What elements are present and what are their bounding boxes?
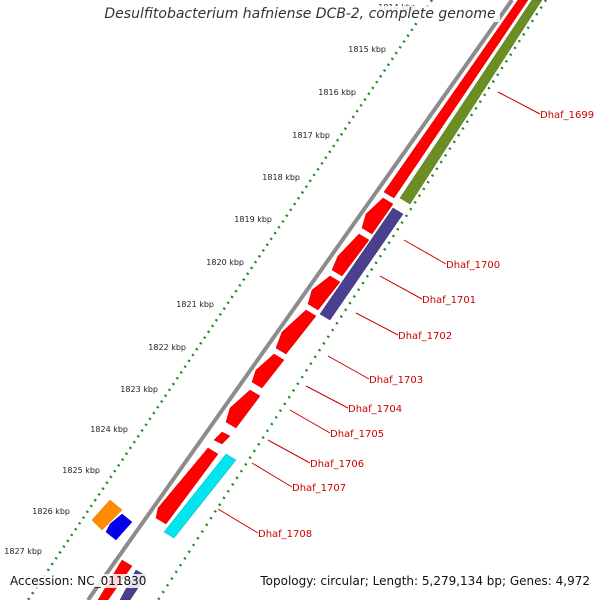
gene-label[interactable]: Dhaf_1707 bbox=[292, 483, 346, 494]
kbp-tick-label: 1821 kbp bbox=[176, 300, 214, 309]
gene-label-leader bbox=[267, 439, 311, 464]
gene-feature[interactable] bbox=[319, 207, 404, 321]
gene-feature[interactable] bbox=[91, 499, 123, 531]
kbp-tick-label: 1823 kbp bbox=[120, 385, 158, 394]
kbp-tick-label: 1816 kbp bbox=[318, 88, 356, 97]
gene-label[interactable]: Dhaf_1706 bbox=[310, 459, 364, 470]
gene-label-leader bbox=[497, 91, 541, 115]
gene-label-leader bbox=[217, 508, 259, 534]
gene-feature[interactable] bbox=[251, 353, 285, 389]
gene-label[interactable]: Dhaf_1704 bbox=[348, 404, 402, 415]
gene-label[interactable]: Dhaf_1699 bbox=[540, 110, 594, 121]
gene-label-leader bbox=[289, 409, 331, 434]
gene-label[interactable]: Dhaf_1701 bbox=[422, 295, 476, 306]
gene-label[interactable]: Dhaf_1705 bbox=[330, 429, 384, 440]
gene-feature[interactable] bbox=[213, 431, 231, 445]
gene-label[interactable]: Dhaf_1700 bbox=[446, 260, 500, 271]
genome-backbone bbox=[86, 0, 514, 600]
map-title: Desulfitobacterium hafniense DCB-2, comp… bbox=[0, 6, 600, 22]
gene-label-leader bbox=[379, 275, 423, 300]
kbp-tick-label: 1827 kbp bbox=[4, 547, 42, 556]
gene-label-leader bbox=[327, 355, 370, 380]
gene-label-leader bbox=[403, 239, 447, 265]
gene-label-leader bbox=[305, 385, 349, 409]
gene-feature[interactable] bbox=[275, 309, 317, 355]
kbp-tick-label: 1822 kbp bbox=[148, 343, 186, 352]
kbp-tick-label: 1824 kbp bbox=[90, 425, 128, 434]
gene-feature[interactable] bbox=[307, 275, 341, 311]
gene-feature[interactable] bbox=[399, 0, 543, 205]
gene-label[interactable]: Dhaf_1703 bbox=[369, 375, 423, 386]
gene-label-group: Dhaf_1699 Dhaf_1700 Dhaf_1701 Dhaf_1702 Dhaf… bbox=[217, 91, 594, 540]
gene-feature[interactable] bbox=[105, 513, 133, 541]
kbp-tick-label: 1817 kbp bbox=[292, 131, 330, 140]
gene-feature[interactable] bbox=[361, 197, 394, 235]
gene-label-leader bbox=[355, 312, 399, 336]
kbp-tick-label: 1815 kbp bbox=[348, 45, 386, 54]
accession-text: Accession: NC_011830 bbox=[8, 574, 149, 588]
kbp-tick-label: 1818 kbp bbox=[262, 173, 300, 182]
gene-feature[interactable] bbox=[163, 453, 237, 539]
kbp-tick-label: 1820 kbp bbox=[206, 258, 244, 267]
gene-label[interactable]: Dhaf_1708 bbox=[258, 529, 312, 540]
kbp-tick-label: 1819 kbp bbox=[234, 215, 272, 224]
gene-label-leader bbox=[251, 462, 293, 488]
genome-summary-text: Topology: circular; Length: 5,279,134 bp… bbox=[258, 574, 592, 588]
gene-feature[interactable] bbox=[331, 233, 370, 277]
gene-label[interactable]: Dhaf_1702 bbox=[398, 331, 452, 342]
kbp-scale-line bbox=[26, 0, 434, 600]
kbp-tick-label: 1825 kbp bbox=[62, 466, 100, 475]
gene-feature[interactable] bbox=[225, 389, 261, 429]
kbp-tick-label: 1826 kbp bbox=[32, 507, 70, 516]
gene-feature[interactable] bbox=[155, 447, 219, 525]
gene-feature[interactable] bbox=[383, 0, 529, 199]
